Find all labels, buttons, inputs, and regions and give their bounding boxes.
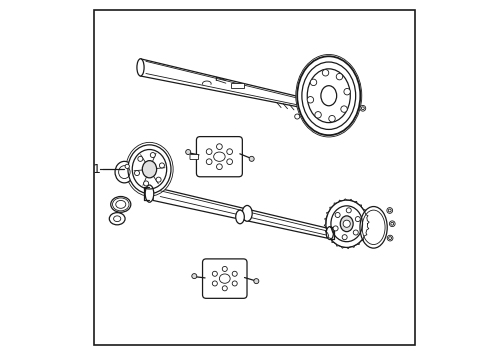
- Ellipse shape: [235, 210, 244, 224]
- Circle shape: [249, 156, 254, 161]
- Ellipse shape: [142, 161, 156, 178]
- Text: 1: 1: [92, 163, 100, 176]
- Circle shape: [138, 156, 142, 161]
- Ellipse shape: [109, 213, 125, 225]
- Circle shape: [125, 164, 129, 168]
- FancyBboxPatch shape: [196, 136, 242, 177]
- Circle shape: [336, 73, 342, 80]
- Circle shape: [253, 279, 258, 284]
- Circle shape: [306, 96, 313, 103]
- Ellipse shape: [125, 142, 173, 196]
- Circle shape: [216, 144, 222, 149]
- Circle shape: [342, 235, 346, 240]
- Ellipse shape: [359, 207, 386, 248]
- Ellipse shape: [320, 86, 336, 106]
- Circle shape: [185, 149, 190, 154]
- Circle shape: [216, 164, 222, 170]
- Circle shape: [355, 217, 360, 222]
- Circle shape: [294, 114, 299, 119]
- Circle shape: [328, 116, 335, 122]
- Circle shape: [222, 266, 227, 271]
- Circle shape: [191, 274, 196, 279]
- Ellipse shape: [325, 200, 367, 247]
- Circle shape: [212, 281, 217, 286]
- Text: –: –: [101, 163, 107, 176]
- FancyBboxPatch shape: [94, 10, 414, 345]
- Circle shape: [226, 159, 232, 165]
- Polygon shape: [140, 59, 305, 108]
- Circle shape: [340, 106, 346, 112]
- Circle shape: [310, 79, 316, 86]
- Circle shape: [388, 221, 394, 226]
- Circle shape: [222, 286, 227, 291]
- Circle shape: [386, 208, 392, 213]
- Circle shape: [226, 149, 232, 154]
- Circle shape: [156, 177, 161, 182]
- Ellipse shape: [110, 197, 131, 212]
- Ellipse shape: [115, 161, 133, 183]
- Circle shape: [232, 271, 237, 276]
- Ellipse shape: [242, 206, 252, 221]
- Ellipse shape: [325, 226, 333, 239]
- FancyBboxPatch shape: [190, 154, 198, 159]
- Ellipse shape: [137, 59, 144, 76]
- Circle shape: [159, 163, 164, 168]
- Circle shape: [314, 112, 321, 118]
- FancyBboxPatch shape: [202, 259, 246, 298]
- FancyBboxPatch shape: [230, 83, 244, 88]
- Ellipse shape: [340, 216, 352, 231]
- Circle shape: [332, 226, 337, 231]
- Circle shape: [212, 271, 217, 276]
- Circle shape: [334, 212, 340, 217]
- Ellipse shape: [145, 185, 153, 202]
- Circle shape: [206, 159, 212, 165]
- Circle shape: [134, 171, 139, 176]
- Circle shape: [386, 235, 392, 241]
- Circle shape: [322, 69, 328, 76]
- Ellipse shape: [297, 56, 360, 135]
- Circle shape: [150, 153, 155, 158]
- Circle shape: [346, 208, 350, 213]
- Polygon shape: [153, 187, 326, 238]
- Ellipse shape: [295, 54, 361, 137]
- Circle shape: [143, 181, 148, 186]
- Circle shape: [343, 220, 349, 227]
- Ellipse shape: [128, 145, 171, 194]
- Circle shape: [343, 89, 349, 95]
- Circle shape: [359, 105, 365, 111]
- Circle shape: [232, 281, 237, 286]
- Circle shape: [206, 149, 212, 154]
- Circle shape: [352, 230, 358, 235]
